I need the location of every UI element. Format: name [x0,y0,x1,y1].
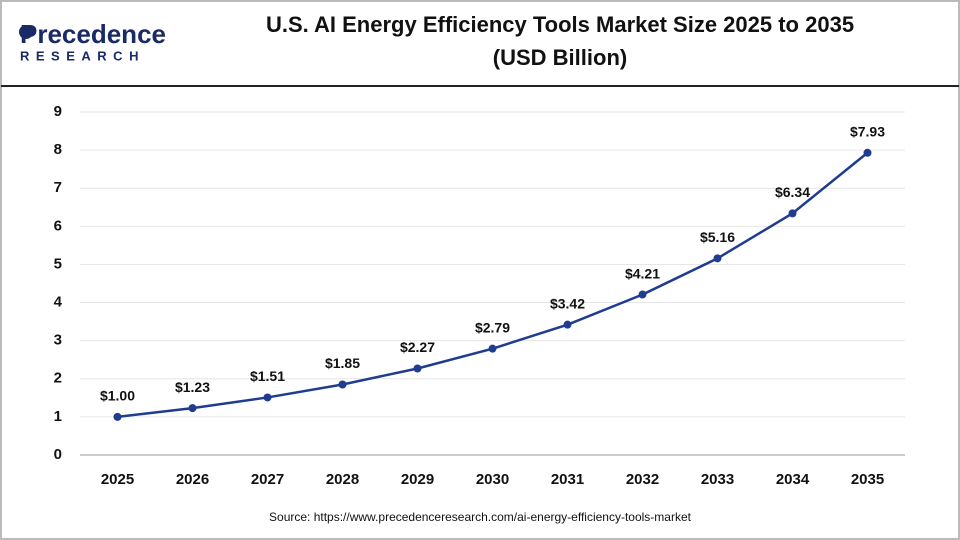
x-tick-label: 2035 [851,471,884,488]
point [788,209,797,218]
data-label: $2.27 [400,339,435,355]
point [413,364,422,373]
y-tick-label: 4 [54,294,63,311]
data-label: $7.93 [850,123,885,139]
logo-tagline: RESEARCH [20,48,145,63]
y-tick-label: 0 [54,446,62,463]
y-tick-label: 5 [54,255,62,272]
data-label: $3.42 [550,295,585,311]
y-tick-label: 2 [54,370,62,387]
data-label: $1.51 [250,368,285,384]
data-label: $5.16 [700,229,735,245]
x-tick-label: 2027 [251,471,284,488]
point [638,290,647,299]
y-tick-label: 6 [54,217,62,234]
point [338,380,347,389]
y-tick-label: 3 [54,332,62,349]
point [863,148,872,157]
point [113,412,122,421]
data-label: $4.21 [625,265,660,281]
point [188,404,197,413]
y-tick-label: 7 [54,179,62,196]
point [713,254,722,263]
x-tick-label: 2030 [476,471,509,488]
y-tick-label: 1 [54,408,62,425]
y-tick-label: 9 [54,103,62,120]
data-label: $1.23 [175,379,210,395]
point [488,344,497,353]
x-tick-label: 2031 [551,471,584,488]
x-tick-label: 2028 [326,471,359,488]
source: Source: https://www.precedenceresearch.c… [269,510,692,524]
chart-title: U.S. AI Energy Efficiency Tools Market S… [266,12,854,37]
logo-name: Precedence [20,19,166,49]
chart-subtitle: (USD Billion) [493,45,627,70]
data-label: $2.79 [475,319,510,335]
y-tick-label: 8 [54,141,62,158]
data-label: $6.34 [775,184,810,200]
x-tick-label: 2032 [626,471,659,488]
x-tick-label: 2033 [701,471,734,488]
point [563,320,572,329]
point [263,393,272,402]
data-label: $1.85 [325,355,360,371]
data-label: $1.00 [100,388,135,404]
x-tick-label: 2025 [101,471,134,488]
x-tick-label: 2034 [776,471,810,488]
logo-icon [19,25,33,39]
x-tick-label: 2029 [401,471,434,488]
x-tick-label: 2026 [176,471,209,488]
